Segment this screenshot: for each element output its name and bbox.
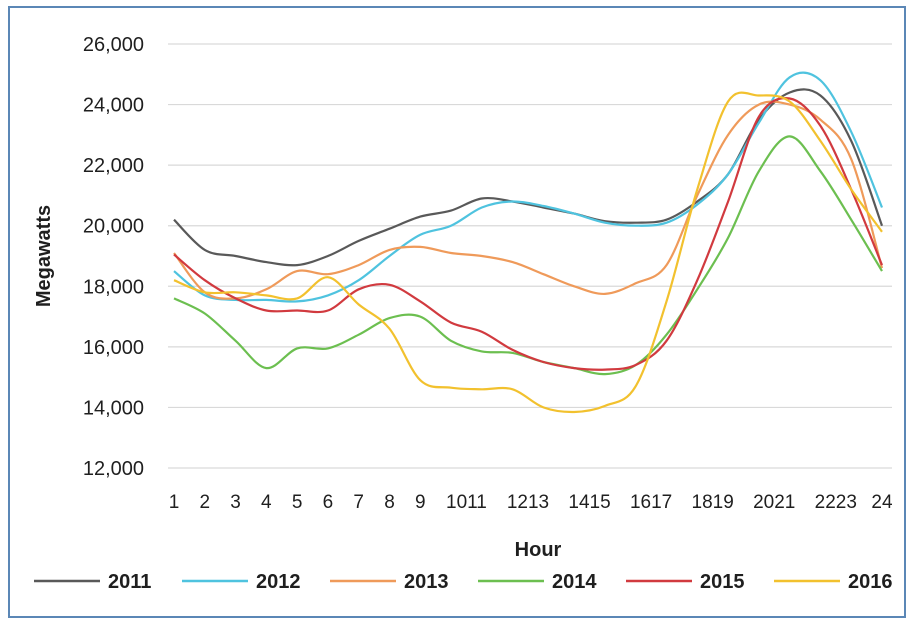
y-tick-label: 22,000 [83, 155, 144, 177]
series-line-2015 [173, 97, 884, 371]
x-tick-label: 1819 [692, 492, 734, 513]
y-tick-label: 16,000 [83, 337, 144, 359]
legend-label: 2014 [552, 571, 597, 593]
x-tick-label: 1213 [507, 492, 549, 513]
series-line-2012 [173, 71, 884, 303]
x-axis-label: Hour [515, 539, 562, 561]
legend-label: 2011 [108, 571, 151, 593]
x-tick-label: 9 [415, 492, 426, 513]
x-tick-label: 24 [871, 492, 893, 513]
legend-label: 2013 [404, 571, 449, 593]
gridlines [168, 43, 892, 469]
legend-label: 2012 [256, 571, 301, 593]
line-chart: 12,000 14,000 16,000 18,000 20,000 22,000 24,0… [33, 34, 893, 593]
series-line-2016 [173, 91, 883, 414]
y-tick-label: 24,000 [83, 95, 144, 117]
y-tick-label: 18,000 [83, 276, 144, 298]
chart-frame: 12,000 14,000 16,000 18,000 20,000 22,000 24,0… [8, 6, 906, 618]
x-tick-label: 2021 [753, 492, 795, 513]
series-line-2014 [173, 135, 883, 376]
x-tick-label: 5 [292, 492, 303, 513]
x-tick-label: 2223 [815, 492, 857, 513]
x-tick-label: 1617 [630, 492, 672, 513]
series-lines [173, 71, 884, 414]
x-tick-label: 1 [169, 492, 180, 513]
y-tick-label: 26,000 [83, 34, 144, 56]
series-line-2011 [173, 88, 884, 267]
y-tick-label: 14,000 [83, 397, 144, 419]
x-tick-label: 1415 [568, 492, 610, 513]
y-tick-label: 12,000 [83, 458, 144, 480]
y-tick-label: 20,000 [83, 216, 144, 238]
legend: 2011 2012 2013 2014 2015 2016 [34, 571, 893, 593]
x-tick-label: 2 [199, 492, 210, 513]
series-line-2013 [173, 100, 884, 300]
x-axis-ticks: 1 2 3 4 5 6 7 8 9 1011 1213 1415 1617 1819 2021 2223 24 [169, 492, 893, 513]
legend-label: 2015 [700, 571, 745, 593]
y-axis-label: Megawatts [33, 205, 55, 307]
y-axis-ticks: 12,000 14,000 16,000 18,000 20,000 22,000 24,0… [83, 34, 144, 480]
x-tick-label: 6 [323, 492, 334, 513]
legend-label: 2016 [848, 571, 893, 593]
x-tick-label: 3 [230, 492, 241, 513]
x-tick-label: 4 [261, 492, 272, 513]
x-tick-label: 8 [384, 492, 395, 513]
x-tick-label: 7 [353, 492, 364, 513]
x-tick-label: 1011 [446, 492, 487, 513]
